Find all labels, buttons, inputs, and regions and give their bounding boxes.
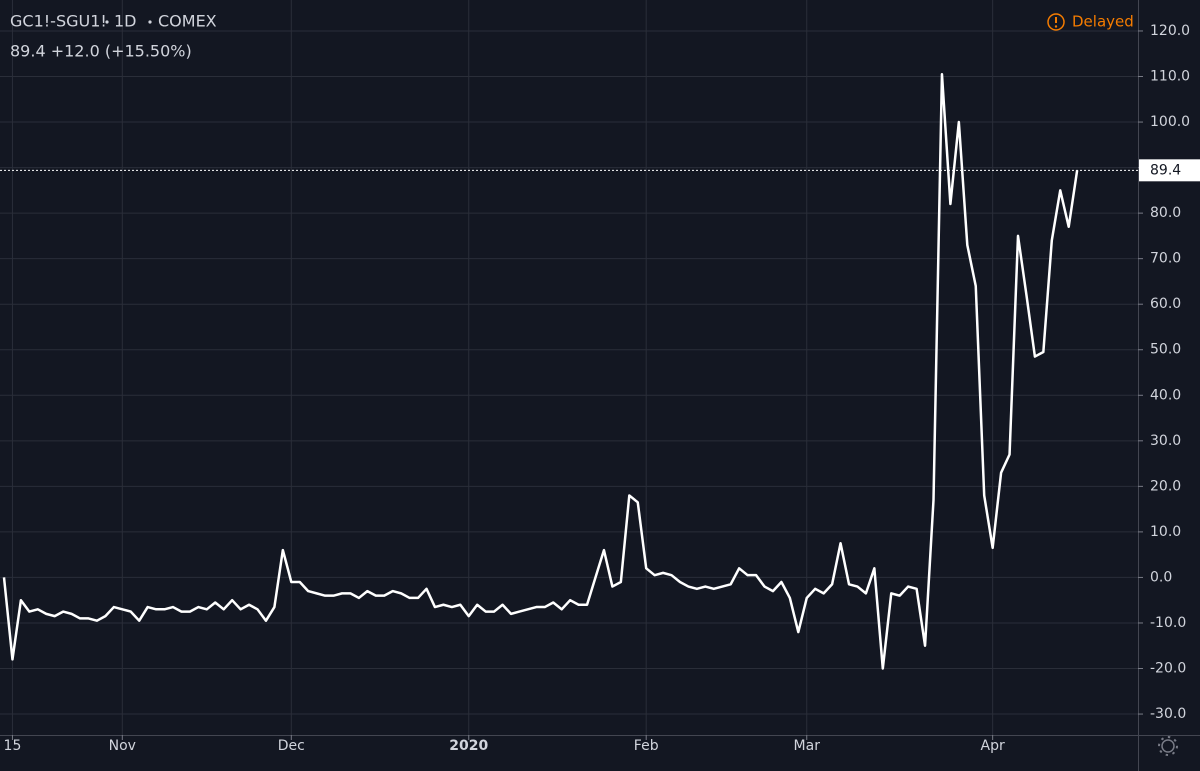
x-tick-label: 15 xyxy=(4,738,22,754)
status-icon xyxy=(1047,13,1065,31)
gear-teeth xyxy=(1158,736,1178,756)
x-tick-label: Nov xyxy=(109,738,136,754)
y-tick-label: 60.0 xyxy=(1150,296,1181,312)
y-tick-label: 50.0 xyxy=(1150,342,1181,358)
x-tick-label: Apr xyxy=(981,738,1005,754)
y-tick-label: 120.0 xyxy=(1150,23,1190,39)
y-tick-label: 110.0 xyxy=(1150,69,1190,85)
x-tick-label: Feb xyxy=(634,738,659,754)
x-tick-label: Dec xyxy=(278,738,305,754)
symbol: GC1!-SGU1! xyxy=(10,12,107,31)
last-price-label: 89.4 xyxy=(1150,162,1181,178)
y-tick-label: -10.0 xyxy=(1150,615,1186,631)
plot-area xyxy=(0,72,1138,670)
separator-dot xyxy=(105,20,109,24)
x-tick-label: 2020 xyxy=(449,738,488,754)
y-tick-label: 0.0 xyxy=(1150,569,1172,585)
x-tick-label: Mar xyxy=(794,738,821,754)
status-icon-dot xyxy=(1054,25,1058,28)
y-tick-label: 10.0 xyxy=(1150,524,1181,540)
grid xyxy=(0,0,1138,735)
gear-ring xyxy=(1161,739,1175,753)
status: Delayed xyxy=(1072,13,1134,31)
y-tick-label: -30.0 xyxy=(1150,706,1186,722)
y-tick-label: 100.0 xyxy=(1150,114,1190,130)
settings-button[interactable] xyxy=(1158,736,1178,756)
y-tick-label: 80.0 xyxy=(1150,205,1181,221)
y-tick-label: 20.0 xyxy=(1150,478,1181,494)
axes: -30.0 -20.0 -10.0 0.0 10.0 20.0 30.0 40.0 50.0 60… xyxy=(4,23,1200,754)
exchange: COMEX xyxy=(158,12,217,31)
line-series xyxy=(2,72,1079,670)
subtitle: 89.4 +12.0 (+15.50%) xyxy=(10,42,192,61)
last-price-box xyxy=(1139,159,1200,182)
y-tick-label: 30.0 xyxy=(1150,433,1181,449)
y-tick-label: 40.0 xyxy=(1150,387,1181,403)
separator-dot xyxy=(148,20,152,24)
delayed-badge[interactable]: Delayed xyxy=(1047,13,1134,31)
y-tick-label: -20.0 xyxy=(1150,661,1186,677)
y-tick-label: 70.0 xyxy=(1150,251,1181,267)
interval: 1D xyxy=(114,12,137,31)
